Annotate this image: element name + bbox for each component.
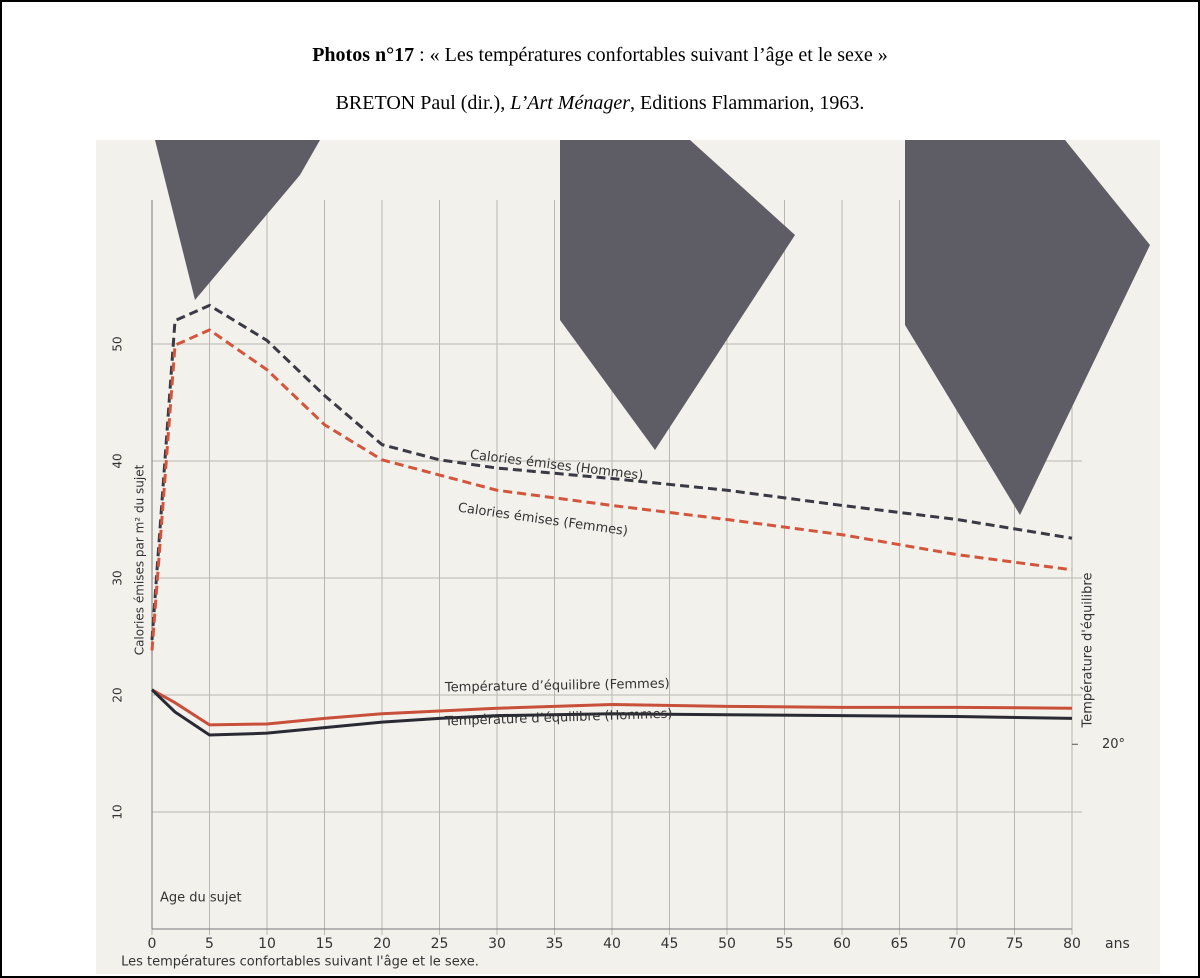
y-tick-label: 50: [111, 336, 125, 351]
x-tick-label: 35: [546, 936, 564, 952]
y2-axis-label: Température d'équilibre: [1081, 573, 1096, 729]
x-unit: ans: [1105, 936, 1130, 952]
y-tick-label: 10: [111, 804, 125, 819]
x-tick-label: 5: [205, 936, 214, 952]
x-tick-label: 75: [1006, 936, 1024, 952]
y-axis-label: Calories émises par m² du sujet: [133, 464, 147, 655]
x-tick-label: 30: [488, 936, 506, 952]
y-tick-label: 40: [111, 453, 125, 468]
y-tick-label: 30: [111, 570, 125, 585]
x-tick-label: 20: [373, 936, 391, 952]
x-tick-label: 80: [1063, 936, 1081, 952]
corner-label: Age du sujet: [160, 891, 242, 906]
x-tick-label: 40: [603, 936, 621, 952]
x-axis-label: Les températures confortables suivant l'…: [121, 955, 479, 970]
x-tick-label: 0: [148, 936, 157, 952]
x-tick-label: 55: [776, 936, 794, 952]
y-tick-label: 20: [111, 687, 125, 702]
x-tick-label: 25: [431, 936, 449, 952]
x-tick-label: 50: [718, 936, 736, 952]
x-tick-label: 65: [891, 936, 909, 952]
x-tick-label: 60: [833, 936, 851, 952]
chart: Calories émises par m² du sujet Températ…: [0, 0, 1200, 978]
x-tick-label: 10: [258, 936, 276, 952]
x-tick-label: 45: [661, 936, 679, 952]
x-tick-label: 15: [316, 936, 334, 952]
x-tick-label: 70: [948, 936, 966, 952]
y2-tick-label: 20°: [1102, 737, 1125, 752]
